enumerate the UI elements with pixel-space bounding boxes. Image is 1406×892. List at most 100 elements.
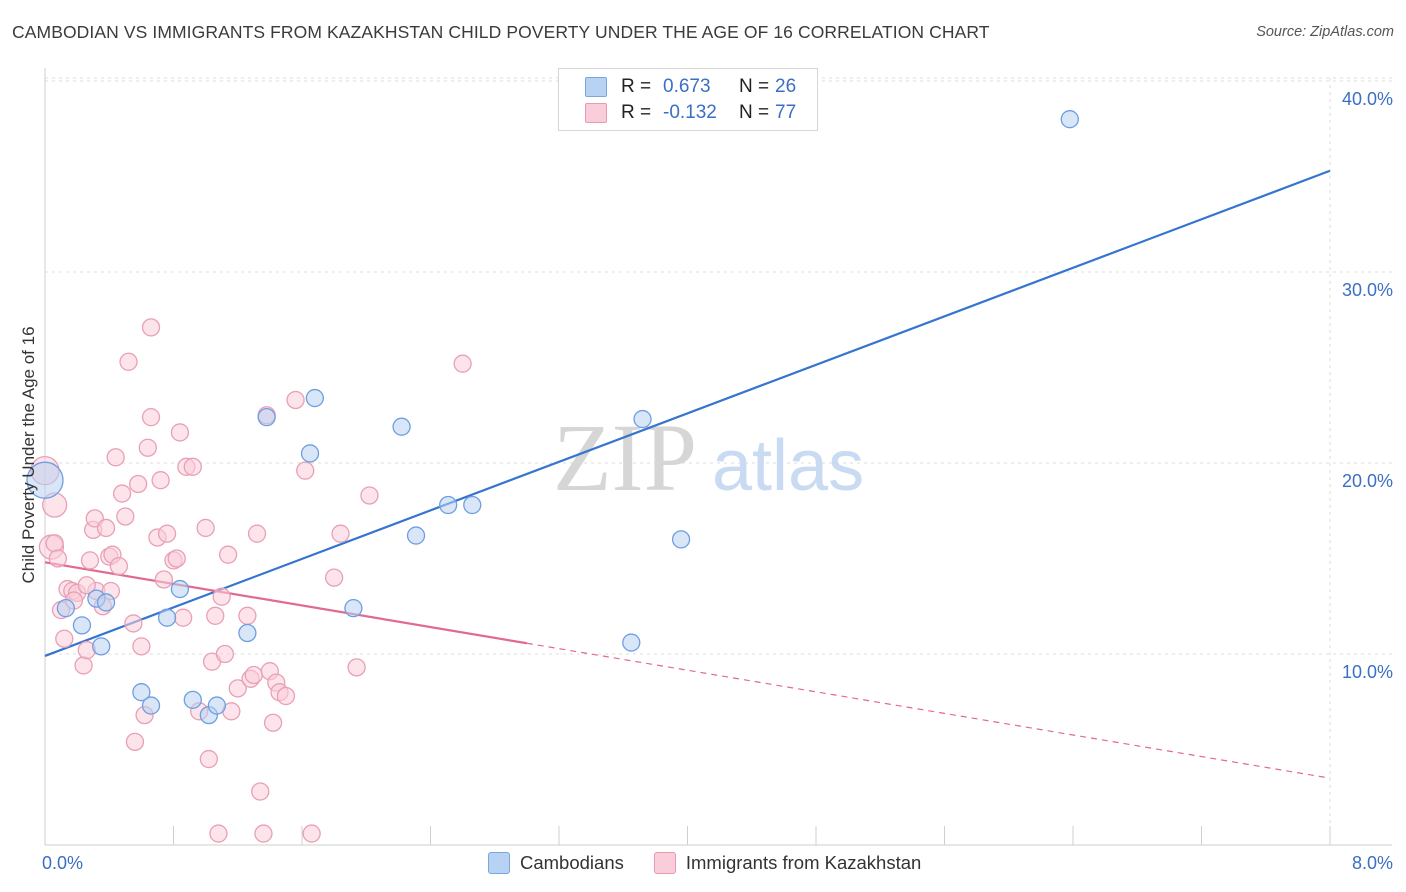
point-cambodians <box>622 633 641 652</box>
point-kazakhstan <box>331 524 350 543</box>
point-kazakhstan <box>209 824 228 843</box>
point-kazakhstan <box>125 732 145 752</box>
point-cambodians <box>671 530 691 549</box>
point-kazakhstan <box>218 545 238 564</box>
point-cambodians <box>207 696 227 715</box>
point-kazakhstan <box>183 457 202 476</box>
point-kazakhstan <box>347 658 366 677</box>
y-axis-label: Child Poverty Under the Age of 16 <box>19 326 38 583</box>
point-kazakhstan <box>212 587 231 606</box>
data-points <box>26 110 1079 843</box>
point-cambodians <box>132 683 151 702</box>
point-cambodians <box>463 495 482 515</box>
point-kazakhstan <box>154 570 174 589</box>
x-tick-label: 0.0% <box>42 853 83 873</box>
point-cambodians <box>392 417 411 436</box>
point-cambodians <box>26 461 64 499</box>
legend-swatch-cambodians <box>488 852 510 874</box>
point-kazakhstan <box>238 606 257 625</box>
y-tick-label: 30.0% <box>1342 280 1393 300</box>
correlation-legend: R = 0.673 N = 26 R = -0.132 N = 77 <box>558 68 818 131</box>
chart-source: Source: ZipAtlas.com <box>1256 24 1394 40</box>
legend-r-label: R = <box>621 102 652 123</box>
point-kazakhstan <box>251 782 270 801</box>
series-legend: Cambodians Immigrants from Kazakhstan <box>488 852 951 874</box>
point-kazakhstan <box>106 448 125 467</box>
point-kazakhstan <box>151 471 170 490</box>
point-kazakhstan <box>360 486 379 505</box>
point-cambodians <box>170 579 190 599</box>
point-kazakhstan <box>48 549 67 568</box>
point-cambodians <box>56 599 76 618</box>
legend-item-cambodians: Cambodians <box>488 852 624 874</box>
y-tick-label: 10.0% <box>1342 662 1393 682</box>
point-kazakhstan <box>116 507 135 526</box>
legend-n-label: N = <box>739 76 770 97</box>
legend-swatch-kazakhstan <box>653 852 676 874</box>
point-kazakhstan <box>138 438 157 457</box>
legend-label-cambodians: Cambodians <box>520 852 624 873</box>
point-kazakhstan <box>453 354 472 373</box>
gridlines <box>45 77 1392 845</box>
point-cambodians <box>344 599 363 618</box>
trend-line-1 <box>44 561 528 645</box>
legend-n-value: 26 <box>775 76 797 97</box>
legend-swatch-kazakhstan <box>585 103 607 123</box>
point-cambodians <box>238 623 257 643</box>
point-kazakhstan <box>215 644 235 664</box>
point-cambodians <box>257 408 276 427</box>
point-kazakhstan <box>296 461 315 480</box>
point-kazakhstan <box>55 629 74 648</box>
watermark: ZIP atlas <box>553 404 864 511</box>
legend-r-label: R = <box>621 76 652 97</box>
point-kazakhstan <box>124 614 143 633</box>
tick-labels: 10.0% 20.0% 30.0% 40.0% 0.0% 8.0% <box>42 89 1393 873</box>
point-cambodians <box>96 593 116 612</box>
watermark-atlas: atlas <box>712 426 864 506</box>
point-kazakhstan <box>276 686 296 706</box>
point-kazakhstan <box>129 474 148 494</box>
legend-n-label: N = <box>739 102 770 123</box>
legend-label-kazakhstan: Immigrants from Kazakhstan <box>685 852 922 873</box>
point-kazakhstan <box>254 824 273 843</box>
point-kazakhstan <box>132 637 151 656</box>
point-cambodians <box>1060 110 1079 129</box>
legend-row-cambodians: R = 0.673 N = 26 <box>585 75 796 99</box>
point-kazakhstan <box>77 576 96 595</box>
trend-line-0 <box>44 169 1331 657</box>
point-kazakhstan <box>247 524 267 543</box>
trend-line-dashed-1 <box>526 642 1331 779</box>
watermark-zip: ZIP <box>553 404 697 511</box>
point-kazakhstan <box>173 608 193 627</box>
point-kazakhstan <box>157 524 177 543</box>
point-kazakhstan <box>96 518 116 538</box>
point-kazakhstan <box>74 656 93 675</box>
point-kazakhstan <box>206 606 225 625</box>
point-cambodians <box>183 690 202 709</box>
y-tick-label: 20.0% <box>1342 471 1393 491</box>
point-kazakhstan <box>196 518 215 538</box>
point-kazakhstan <box>167 549 186 568</box>
legend-n-value: 77 <box>775 102 797 123</box>
point-kazakhstan <box>324 568 344 587</box>
point-cambodians <box>439 495 458 515</box>
point-kazakhstan <box>80 551 100 570</box>
point-kazakhstan <box>302 824 321 843</box>
x-tick-label: 8.0% <box>1352 853 1393 873</box>
point-kazakhstan <box>228 679 247 698</box>
point-cambodians <box>305 388 325 408</box>
legend-swatch-cambodians <box>585 77 607 97</box>
point-cambodians <box>157 608 177 627</box>
point-kazakhstan <box>119 352 138 371</box>
legend-r-value: 0.673 <box>663 76 711 97</box>
point-kazakhstan <box>141 408 161 427</box>
legend-item-kazakhstan: Immigrants from Kazakhstan <box>653 852 922 874</box>
legend-row-kazakhstan: R = -0.132 N = 77 <box>585 101 796 125</box>
chart-title: CAMBODIAN VS IMMIGRANTS FROM KAZAKHSTAN … <box>12 22 990 42</box>
point-cambodians <box>300 444 320 463</box>
y-tick-label: 40.0% <box>1342 89 1393 109</box>
point-kazakhstan <box>286 390 305 410</box>
point-cambodians <box>92 637 111 656</box>
point-kazakhstan <box>263 713 283 732</box>
